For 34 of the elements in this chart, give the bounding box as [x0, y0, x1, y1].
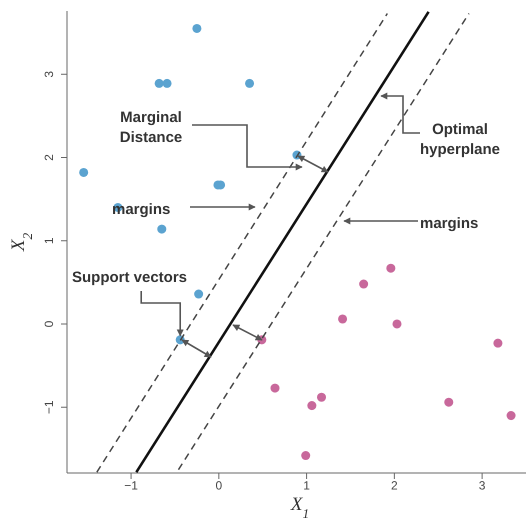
x-tick-label: 2: [391, 478, 398, 493]
annotation: Optimal hyperplane: [418, 120, 502, 160]
point: [79, 168, 88, 177]
x-tick-label: 0: [215, 478, 222, 493]
point: [444, 398, 454, 407]
annotation: Support vectors: [72, 268, 188, 288]
y-tick-label: 1: [42, 237, 56, 244]
point: [162, 78, 172, 88]
x-tick-label: 3: [478, 478, 486, 493]
point: [154, 78, 164, 88]
point: [192, 24, 202, 33]
y-tick-label: 2: [42, 154, 56, 161]
point: [392, 319, 402, 328]
point: [317, 392, 326, 402]
point: [338, 314, 348, 324]
x-tick-label: 1: [303, 478, 310, 493]
annotation: Marginal Distance: [118, 108, 184, 148]
point: [359, 280, 368, 289]
point: [506, 411, 516, 420]
y-tick-label: 3: [42, 70, 56, 78]
point: [194, 290, 204, 299]
annotation: margins: [420, 214, 480, 234]
x-tick-label: −1: [124, 478, 138, 493]
point: [270, 384, 280, 393]
y-tick-label: 0: [42, 320, 56, 328]
point: [245, 78, 254, 88]
annotation: margins: [112, 200, 172, 220]
point: [386, 264, 396, 273]
y-tick-label: −1: [42, 400, 56, 414]
x-axis-title: X$_{1}$: [290, 494, 310, 520]
point: [301, 451, 310, 460]
point: [157, 224, 166, 234]
point: [493, 338, 502, 348]
point: [307, 401, 316, 410]
